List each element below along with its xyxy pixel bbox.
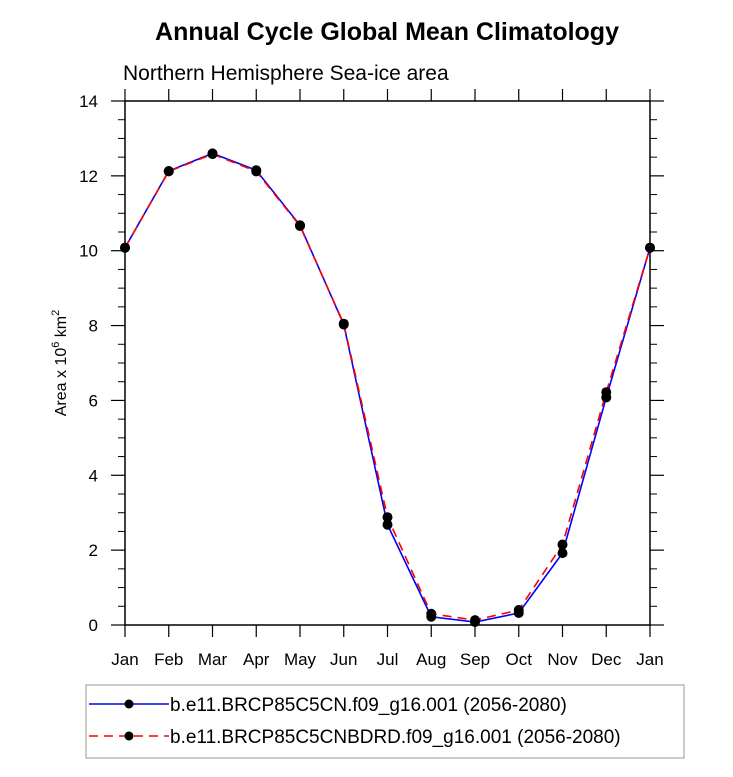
x-tick-label: Apr xyxy=(243,650,270,669)
axes: Jan Feb Mar Apr May Jun Jul Aug Sep Oct Nov Dec Jan 0… xyxy=(79,89,664,669)
series-2-point xyxy=(163,166,174,177)
x-tick-label: Nov xyxy=(547,650,578,669)
y-tick-label: 6 xyxy=(89,391,98,410)
series-2-point xyxy=(338,318,349,329)
legend-label-1: b.e11.BRCP85C5CN.f09_g16.001 (2056-2080) xyxy=(170,695,567,716)
chart-title: Annual Cycle Global Mean Climatology xyxy=(155,18,619,46)
legend-item-1: b.e11.BRCP85C5CN.f09_g16.001 (2056-2080) xyxy=(89,695,567,716)
x-tick-label: Jan xyxy=(111,650,138,669)
series-line-1 xyxy=(124,152,651,623)
series-2-point xyxy=(601,387,612,398)
y-tick-label: 12 xyxy=(79,167,98,186)
x-tick-label: Feb xyxy=(154,650,183,669)
series-line-2 xyxy=(124,153,651,621)
x-tick-label: Aug xyxy=(416,650,446,669)
x-tick-label: Mar xyxy=(198,650,228,669)
series-1-point xyxy=(557,548,568,559)
x-tick-label: Jul xyxy=(377,650,399,669)
legend-box xyxy=(85,684,685,759)
x-tick-label: Jun xyxy=(330,650,357,669)
y-tick-label: 0 xyxy=(89,616,98,635)
x-tick-label: Sep xyxy=(460,650,490,669)
y-tick-label: 10 xyxy=(79,242,98,261)
x-tick-label: Dec xyxy=(591,650,622,669)
y-tick-label: 14 xyxy=(79,92,98,111)
y-tick-label: 4 xyxy=(89,466,98,485)
legend-marker-2 xyxy=(124,731,134,741)
series-2-point xyxy=(295,221,305,232)
legend: b.e11.BRCP85C5CN.f09_g16.001 (2056-2080)… xyxy=(85,684,685,759)
ylabel-exp2: 2 xyxy=(50,310,62,316)
ylabel-exp1: 6 xyxy=(50,342,62,348)
x-tick-label: May xyxy=(284,650,317,669)
y-tick-label: 8 xyxy=(89,317,98,336)
series-1-point xyxy=(382,519,393,530)
series-2-point xyxy=(382,512,393,523)
series-2-point xyxy=(557,539,568,550)
legend-label-2: b.e11.BRCP85C5CNBDRD.f09_g16.001 (2056-2… xyxy=(170,727,621,748)
y-tick-label: 2 xyxy=(89,541,98,560)
x-tick-label: Oct xyxy=(506,650,533,669)
series-2-point xyxy=(207,149,218,160)
series-2-point xyxy=(513,605,524,616)
ylabel-unit: km xyxy=(53,316,70,342)
legend-item-2: b.e11.BRCP85C5CNBDRD.f09_g16.001 (2056-2… xyxy=(89,727,621,748)
svg-text:Area x 106 km2: Area x 106 km2 xyxy=(50,310,70,417)
chart-subtitle: Northern Hemisphere Sea-ice area xyxy=(123,62,449,85)
legend-marker-1 xyxy=(124,699,134,709)
series-2-point xyxy=(470,615,480,626)
x-tick-label: Jan xyxy=(636,650,663,669)
plot-frame xyxy=(124,100,651,626)
series-2-point xyxy=(426,608,437,619)
y-axis-label: Area x 106 km2 xyxy=(50,310,70,417)
ylabel-base: Area x 10 xyxy=(53,348,70,417)
series-2-point xyxy=(251,166,262,177)
series-layer xyxy=(120,148,655,628)
